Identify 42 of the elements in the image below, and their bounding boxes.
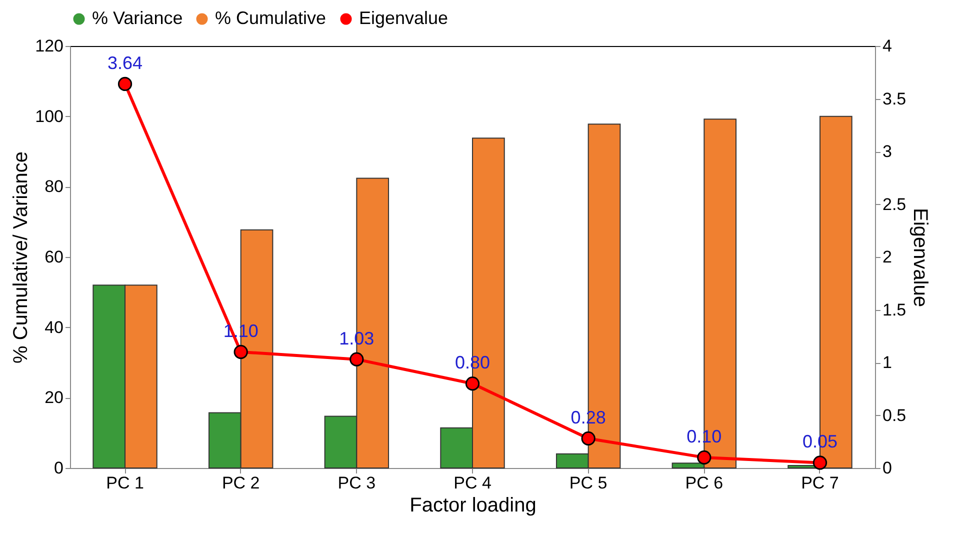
data-label: 3.64	[107, 52, 143, 73]
y-tick-label: 80	[44, 177, 64, 196]
y2-tick-label: 0	[882, 458, 892, 478]
data-label: 0.80	[454, 352, 490, 373]
point	[465, 376, 480, 391]
x-tick-label: PC 5	[569, 474, 608, 492]
y2-tick-label: 2.5	[882, 194, 906, 214]
point	[812, 456, 828, 470]
y2-tick-label: 3	[882, 142, 892, 161]
point	[350, 352, 364, 366]
x-tick-label: PC 7	[801, 474, 839, 492]
data-label: 0.05	[802, 432, 838, 452]
legend-label: Eigenvalue	[359, 8, 448, 28]
y2-tick-label: 1	[882, 353, 892, 372]
y2-tick-label: 0.5	[882, 406, 906, 425]
legend-label: % Variance	[92, 8, 183, 28]
data-label: 0.10	[686, 426, 722, 446]
y2-axis-title: Eigenvalue	[909, 208, 932, 307]
point	[118, 76, 132, 92]
point	[234, 344, 248, 360]
x-tick-label: PC 4	[454, 474, 492, 492]
y-tick-label: 20	[44, 388, 64, 408]
y-axis-title: % Cumulative/ Variance	[10, 152, 32, 364]
y-tick-label: 100	[35, 106, 64, 126]
y-tick-label: 0	[54, 458, 64, 478]
y2-tick-label: 4	[882, 36, 892, 56]
y2-tick-label: 1.5	[882, 300, 906, 320]
x-tick-label: PC 1	[106, 474, 144, 492]
legend-label: % Cumulative	[215, 8, 326, 28]
y2-tick-label: 2	[882, 248, 892, 266]
y2-tick-label: 3.5	[882, 89, 906, 108]
y-tick-label: 60	[44, 248, 64, 266]
x-tick-label: PC 2	[222, 474, 260, 492]
point	[581, 431, 596, 446]
x-axis-title: Factor loading	[410, 494, 536, 516]
x-tick-label: PC 3	[338, 474, 376, 492]
y-tick-label: 120	[35, 36, 64, 56]
point	[697, 450, 712, 465]
data-label: 0.28	[570, 407, 606, 428]
x-tick-label: PC 6	[685, 474, 724, 492]
y-tick-label: 40	[44, 318, 64, 337]
data-label: 1.03	[339, 328, 374, 348]
